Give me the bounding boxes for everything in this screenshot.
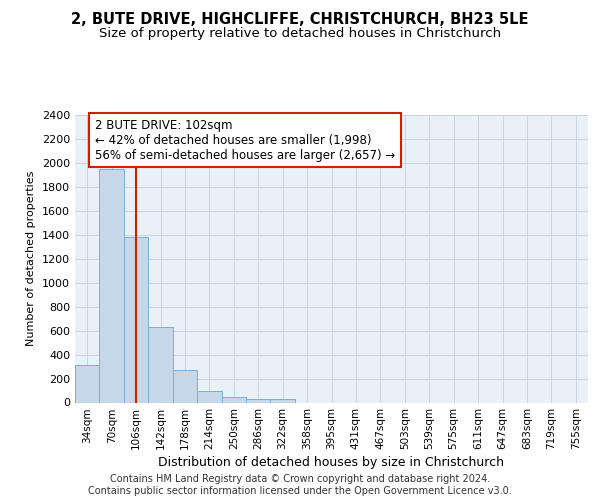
Text: Contains HM Land Registry data © Crown copyright and database right 2024.
Contai: Contains HM Land Registry data © Crown c…: [88, 474, 512, 496]
Bar: [221, 397, 246, 402]
X-axis label: Distribution of detached houses by size in Christchurch: Distribution of detached houses by size …: [158, 456, 505, 469]
Bar: [246, 398, 271, 402]
Bar: [148, 327, 173, 402]
Text: 2 BUTE DRIVE: 102sqm
← 42% of detached houses are smaller (1,998)
56% of semi-de: 2 BUTE DRIVE: 102sqm ← 42% of detached h…: [95, 118, 395, 162]
Bar: [197, 390, 221, 402]
Bar: [75, 366, 100, 403]
Text: Size of property relative to detached houses in Christchurch: Size of property relative to detached ho…: [99, 28, 501, 40]
Y-axis label: Number of detached properties: Number of detached properties: [26, 171, 37, 346]
Text: 2, BUTE DRIVE, HIGHCLIFFE, CHRISTCHURCH, BH23 5LE: 2, BUTE DRIVE, HIGHCLIFFE, CHRISTCHURCH,…: [71, 12, 529, 28]
Bar: [173, 370, 197, 402]
Bar: [124, 237, 148, 402]
Bar: [100, 169, 124, 402]
Bar: [271, 399, 295, 402]
